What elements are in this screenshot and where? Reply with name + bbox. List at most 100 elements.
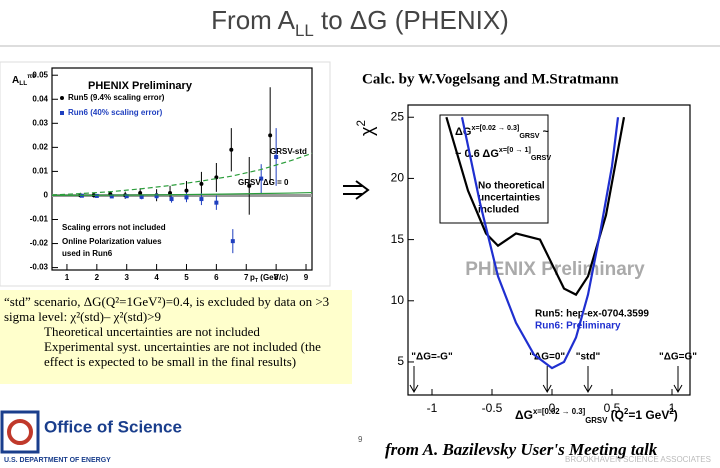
note: included	[478, 205, 519, 216]
scenario-label: "std"	[576, 352, 601, 363]
legend-label: Run5: hep-ex-0704.3599	[535, 309, 649, 320]
scenario-arrow	[409, 366, 419, 394]
text-part: T	[255, 278, 259, 284]
y-tick-label: 20	[391, 171, 405, 185]
x-axis-label: ΔGx=[0.02 → 0.3]GRSV (Q2=1 GeV2)	[515, 407, 678, 425]
annotation-box	[439, 114, 549, 224]
text-part: π0	[27, 73, 36, 80]
data-point	[247, 183, 252, 188]
text-part: ~ 0.6 ΔG	[455, 148, 499, 160]
x-tick-label: 4	[154, 273, 159, 282]
data-point	[94, 193, 99, 198]
x-tick-label: 9	[304, 273, 309, 282]
summary-bullet: Theoretical uncertainties are not includ…	[44, 324, 260, 339]
y-axis-label: ALLπ0	[12, 73, 36, 87]
text-part: ~	[540, 126, 550, 138]
x-tick-label: 1	[65, 273, 70, 282]
text-part: LL	[19, 80, 27, 87]
data-point	[199, 197, 204, 202]
chart: -0.03 -0.02 -0.01 0 0.01 0.02 0.03 0.04 0.05 1 2 3 4…	[12, 67, 313, 284]
x-tick-label: 7	[244, 273, 249, 282]
y-tick-label: 0.05	[32, 70, 48, 79]
y-tick-label: 0.01	[32, 167, 48, 176]
slide-title: From ALL to ΔG (PHENIX)	[211, 5, 509, 40]
text-part: x=[0 → 1]	[499, 146, 531, 154]
data-point	[168, 191, 173, 196]
credit: Calc. by W.Vogelsang and M.Stratmann	[362, 71, 619, 87]
text-part: 2	[669, 407, 674, 416]
box-line: ΔGx=[0.02 → 0.3]GRSV ~	[455, 124, 550, 140]
y-tick-label: 0	[44, 191, 49, 200]
legend-marker	[60, 96, 64, 100]
arrow	[343, 180, 370, 200]
summary-bullet: Experimental syst. uncertainties are not…	[44, 339, 321, 369]
summary-box: “std” scenario, ΔG(Q²=1GeV²)=0.4, is exc…	[0, 290, 352, 384]
text-part: χ	[357, 126, 377, 136]
box-line: ~ 0.6 ΔGx=[0 → 1]GRSV	[455, 146, 551, 162]
data-point	[154, 194, 159, 199]
data-point	[230, 239, 235, 244]
line-label: GRSV-std	[270, 147, 307, 156]
scenario-label: "ΔG=0"	[529, 352, 565, 363]
text-part: p	[250, 273, 255, 282]
logo: Office of Science U.S. DEPARTMENT OF ENE…	[0, 410, 182, 464]
x-tick-label: 8	[274, 273, 279, 282]
text-part: to ΔG (PHENIX)	[314, 5, 509, 35]
series-line	[460, 117, 620, 370]
data-point	[268, 133, 273, 138]
partner-text: BROOKHAVEN SCIENCE ASSOCIATES	[565, 455, 711, 464]
data-point	[199, 181, 204, 186]
scenario-label: "ΔG=G"	[659, 352, 697, 363]
logo-swirl	[7, 419, 33, 445]
y-tick-label: 0.04	[32, 94, 48, 103]
text-part: x=[0.02 → 0.3]	[533, 407, 586, 416]
y-tick-label: -0.01	[30, 215, 49, 224]
text-part: 2	[624, 407, 629, 416]
legend-marker	[60, 111, 64, 115]
scenario-arrow	[542, 366, 552, 394]
legend-label: Run6: Preliminary	[535, 321, 621, 332]
series-line	[51, 191, 313, 197]
data-point	[169, 197, 174, 202]
data-point	[139, 194, 144, 199]
text-part: =1 GeV	[628, 408, 669, 422]
x-tick-label: 2	[95, 273, 100, 282]
y-axis-label: χ2	[355, 120, 377, 136]
source: from A. Bazilevsky User's Meeting talk	[385, 440, 658, 459]
x-tick-label: -0.5	[482, 401, 503, 415]
scenario-arrow	[673, 366, 683, 394]
legend-label: Run6 (40% scaling error)	[68, 108, 163, 117]
y-tick-label: 5	[397, 354, 404, 368]
x-tick-label: 6	[214, 273, 219, 282]
summary-bullets: Theoretical uncertainties are not includ…	[4, 324, 348, 369]
y-tick-label: 0.03	[32, 118, 48, 127]
logo-subtext: U.S. DEPARTMENT OF ENERGY	[4, 457, 111, 464]
line-label: GRSV ΔG = 0	[238, 178, 289, 187]
data-point	[214, 200, 219, 205]
data-point	[124, 194, 129, 199]
text-part: (GeV/c)	[258, 273, 289, 282]
note: Online Polarization values	[62, 237, 162, 246]
x-tick-label: 1	[669, 401, 676, 415]
y-tick-label: 0.02	[32, 142, 48, 151]
legend-label: Run5 (9.4% scaling error)	[68, 93, 165, 102]
text-part: GRSV	[585, 416, 608, 425]
note: used in Run6	[62, 249, 113, 258]
y-tick-label: 25	[391, 109, 405, 123]
logo-text: Office of Science	[44, 417, 182, 436]
x-tick-label: 5	[184, 273, 189, 282]
data-point	[274, 154, 279, 159]
text-part: 2	[355, 120, 368, 127]
scenario-arrow	[583, 366, 593, 394]
y-tick-label: -0.03	[30, 263, 49, 272]
summary-lead: “std” scenario, ΔG(Q²=1GeV²)=0.4, is exc…	[4, 294, 330, 324]
text-part: From A	[211, 5, 295, 35]
data-point	[229, 147, 234, 152]
x-tick-label: 0.5	[604, 401, 621, 415]
x-tick-label: -1	[427, 401, 438, 415]
text-part: x=[0.02 → 0.3]	[471, 124, 519, 132]
series-line	[445, 116, 626, 297]
scenario-label: "ΔG=-G"	[411, 352, 453, 363]
